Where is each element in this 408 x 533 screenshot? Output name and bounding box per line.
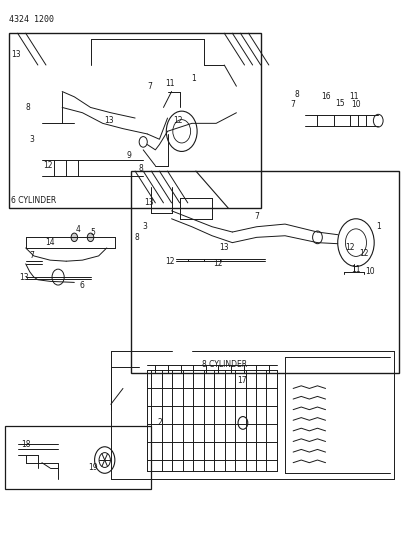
Text: 18: 18 <box>21 440 31 449</box>
Text: 16: 16 <box>321 92 330 101</box>
Text: 19: 19 <box>88 464 98 472</box>
Text: 13: 13 <box>11 50 20 59</box>
Text: 3: 3 <box>29 135 34 144</box>
Text: 12: 12 <box>43 161 53 170</box>
Text: 15: 15 <box>335 99 345 108</box>
Text: 11: 11 <box>165 79 174 88</box>
Text: 8: 8 <box>135 233 140 242</box>
Text: 13: 13 <box>220 244 229 253</box>
Bar <box>5 425 151 489</box>
Text: 12: 12 <box>165 257 174 265</box>
Text: 1: 1 <box>376 222 381 231</box>
Text: 8 CYLINDER: 8 CYLINDER <box>202 360 247 369</box>
Text: 8: 8 <box>295 90 299 99</box>
Text: 9: 9 <box>126 151 131 160</box>
Text: 14: 14 <box>45 238 55 247</box>
Text: 17: 17 <box>238 376 247 385</box>
Text: 6 CYLINDER: 6 CYLINDER <box>11 196 56 205</box>
Text: 8: 8 <box>25 103 30 112</box>
Text: 7: 7 <box>29 252 34 261</box>
Text: 11: 11 <box>351 265 361 273</box>
Text: 12: 12 <box>345 244 355 253</box>
Text: 7: 7 <box>254 212 259 221</box>
Bar <box>131 171 399 373</box>
Text: 1: 1 <box>191 74 196 83</box>
Text: 2: 2 <box>157 418 162 427</box>
Text: 6: 6 <box>80 280 85 289</box>
Text: 12: 12 <box>213 260 223 268</box>
Text: 11: 11 <box>349 92 359 101</box>
Text: 12: 12 <box>173 116 182 125</box>
Text: 7: 7 <box>291 100 295 109</box>
Text: 7: 7 <box>147 82 152 91</box>
Text: 3: 3 <box>143 222 148 231</box>
Text: 12: 12 <box>359 249 369 258</box>
Circle shape <box>71 233 78 241</box>
Text: 4324 1200: 4324 1200 <box>9 14 55 23</box>
Text: 8: 8 <box>139 164 144 173</box>
Bar <box>9 33 261 208</box>
Text: 13: 13 <box>104 116 113 125</box>
Circle shape <box>87 233 94 241</box>
Text: 4: 4 <box>76 225 81 234</box>
Text: 13: 13 <box>19 272 29 281</box>
Text: 10: 10 <box>351 100 361 109</box>
Text: 13: 13 <box>144 198 154 207</box>
Text: 10: 10 <box>365 268 375 276</box>
Text: 5: 5 <box>90 228 95 237</box>
